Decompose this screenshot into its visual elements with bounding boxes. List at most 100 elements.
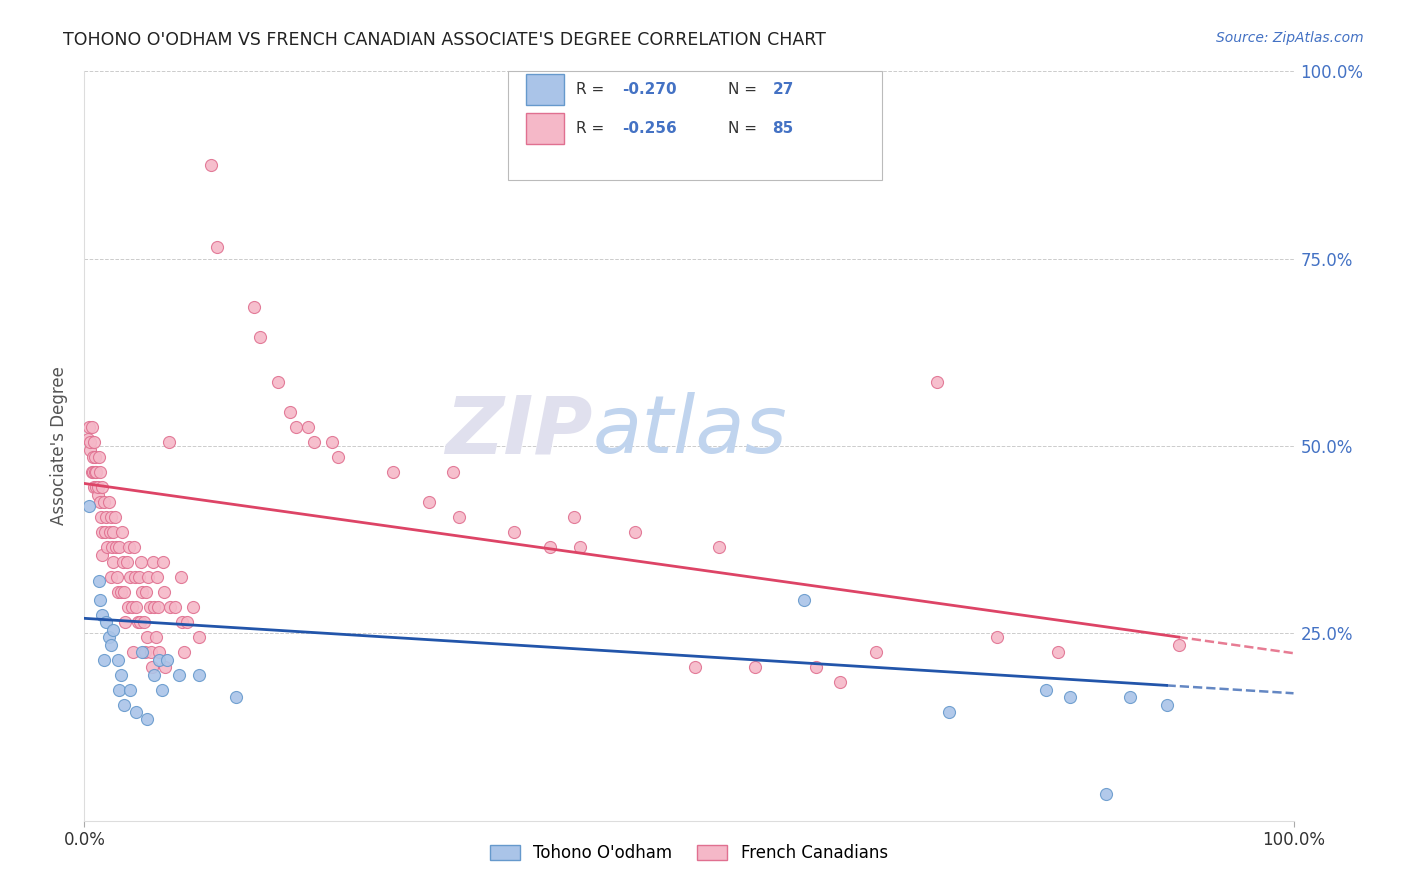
Point [91, 607, 114, 622]
Point [80, 420, 103, 434]
Point [538, 540, 561, 554]
Point [107, 585, 129, 599]
Point [89, 495, 111, 509]
Point [200, 158, 222, 172]
Point [129, 615, 152, 629]
Point [96, 540, 118, 554]
Point [925, 376, 948, 390]
Point [242, 301, 264, 315]
Point [82, 465, 104, 479]
Point [87, 450, 110, 465]
Point [77, 499, 100, 513]
Text: -0.256: -0.256 [623, 120, 678, 136]
Point [167, 667, 190, 681]
Point [91, 548, 114, 562]
Point [94, 525, 117, 540]
Point [865, 645, 887, 659]
Point [562, 510, 585, 524]
Point [125, 600, 148, 615]
Point [125, 705, 148, 719]
Point [77, 432, 100, 446]
Point [89, 465, 111, 479]
Point [569, 540, 592, 554]
Point [82, 450, 104, 465]
Point [1059, 690, 1081, 704]
Point [121, 600, 143, 615]
Point [709, 540, 731, 554]
Point [157, 435, 180, 450]
Point [249, 330, 271, 344]
Point [170, 570, 193, 584]
Point [103, 623, 125, 637]
Point [225, 690, 247, 704]
Point [128, 570, 150, 584]
Point [150, 682, 173, 697]
Point [103, 555, 125, 569]
Text: ZIP: ZIP [444, 392, 592, 470]
Point [131, 585, 153, 599]
Point [141, 660, 163, 674]
FancyBboxPatch shape [508, 71, 883, 180]
Point [986, 630, 1008, 644]
Point [86, 488, 108, 502]
Point [188, 667, 211, 681]
Point [112, 585, 135, 599]
Point [100, 570, 122, 584]
Point [155, 652, 177, 666]
Point [120, 682, 142, 697]
Point [744, 660, 766, 674]
Point [297, 420, 319, 434]
Text: TOHONO O'ODHAM VS FRENCH CANADIAN ASSOCIATE'S DEGREE CORRELATION CHART: TOHONO O'ODHAM VS FRENCH CANADIAN ASSOCI… [63, 31, 827, 49]
Point [159, 600, 181, 615]
Point [97, 495, 120, 509]
Y-axis label: Associate's Degree: Associate's Degree [51, 367, 69, 525]
Point [328, 450, 350, 465]
Point [804, 660, 827, 674]
Point [110, 585, 132, 599]
Legend: Tohono O'odham, French Canadians: Tohono O'odham, French Canadians [484, 838, 894, 869]
Point [188, 630, 211, 644]
Point [97, 630, 120, 644]
Text: 85: 85 [772, 120, 793, 136]
Point [321, 435, 343, 450]
Point [111, 525, 134, 540]
Point [138, 570, 160, 584]
Point [107, 652, 129, 666]
Point [114, 615, 136, 629]
Point [84, 465, 107, 479]
Text: atlas: atlas [592, 392, 787, 470]
Point [176, 615, 198, 629]
Point [143, 667, 166, 681]
Point [830, 675, 852, 690]
Point [86, 465, 108, 479]
Point [134, 645, 156, 659]
Point [173, 645, 195, 659]
Text: -0.270: -0.270 [623, 82, 678, 97]
Point [127, 615, 149, 629]
Text: N =: N = [728, 82, 762, 97]
Point [132, 615, 155, 629]
Point [122, 540, 145, 554]
Point [104, 510, 127, 524]
Point [77, 420, 100, 434]
Point [121, 645, 143, 659]
Point [135, 585, 157, 599]
Point [115, 555, 138, 569]
Point [146, 570, 169, 584]
Point [94, 615, 117, 629]
Point [284, 420, 308, 434]
Point [623, 525, 645, 540]
Point [112, 698, 135, 712]
Point [1156, 698, 1178, 712]
Point [143, 600, 166, 615]
Point [100, 638, 122, 652]
Point [84, 450, 107, 465]
Point [112, 555, 135, 569]
Point [83, 480, 105, 494]
Text: R =: R = [576, 82, 610, 97]
Point [104, 540, 127, 554]
Point [502, 525, 524, 540]
Text: N =: N = [728, 120, 762, 136]
Point [80, 465, 103, 479]
Point [139, 645, 162, 659]
